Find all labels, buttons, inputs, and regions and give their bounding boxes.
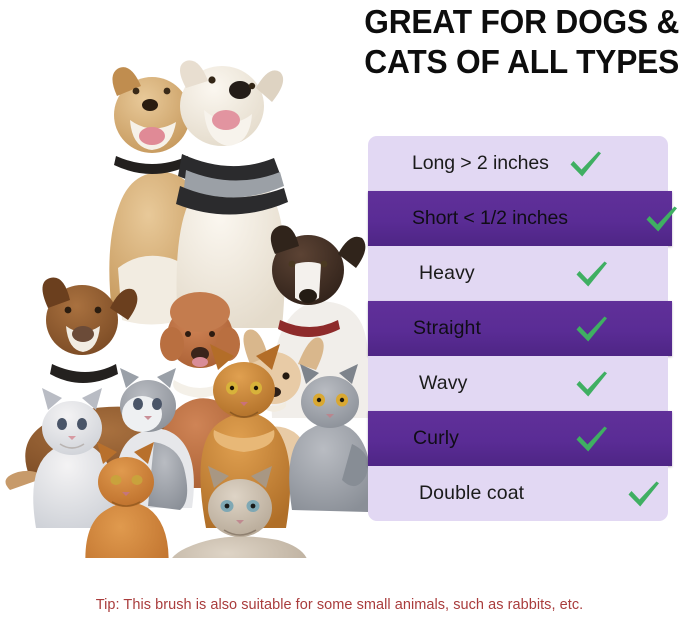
green-check-icon	[568, 149, 604, 179]
feature-label: Straight	[413, 317, 482, 339]
feature-row: Short < 1/2 inches	[368, 191, 677, 246]
feature-label: Long > 2 inches	[412, 152, 549, 174]
green-check-icon	[574, 259, 610, 289]
green-check-icon	[574, 369, 610, 399]
feature-label: Curly	[413, 427, 460, 449]
cream-longhair-cat	[172, 466, 307, 558]
feature-row: Straight	[368, 301, 672, 356]
headline-line-1: GREAT FOR DOGS &	[364, 3, 679, 40]
green-check-icon	[626, 479, 662, 509]
green-check-icon	[574, 314, 610, 344]
feature-label: Wavy	[419, 372, 468, 394]
british-shorthair-grey-cat	[289, 364, 368, 512]
white-fluffy-cat	[33, 388, 115, 528]
headline-line-2: CATS OF ALL TYPES	[364, 43, 679, 80]
tip-note: Tip: This brush is also suitable for som…	[95, 597, 584, 613]
coat-type-feature-table: Long > 2 inches Short < 1/2 inches Heavy St…	[368, 136, 677, 522]
feature-label: Heavy	[419, 262, 475, 284]
green-check-icon	[644, 204, 679, 234]
pet-collage-image	[0, 58, 368, 558]
feature-row: Curly	[368, 411, 672, 466]
feature-row: Heavy	[368, 246, 668, 301]
white-labrador-with-harness-dog	[176, 60, 288, 328]
feature-label: Short < 1/2 inches	[412, 207, 568, 229]
orange-tabby-cat	[85, 442, 169, 558]
feature-label: Double coat	[419, 482, 525, 504]
page-title: GREAT FOR DOGS & CATS OF ALL TYPES	[358, 2, 679, 82]
green-check-icon	[574, 424, 610, 454]
feature-row: Wavy	[368, 356, 668, 411]
feature-row: Long > 2 inches	[368, 136, 668, 191]
feature-row: Double coat	[368, 466, 668, 521]
